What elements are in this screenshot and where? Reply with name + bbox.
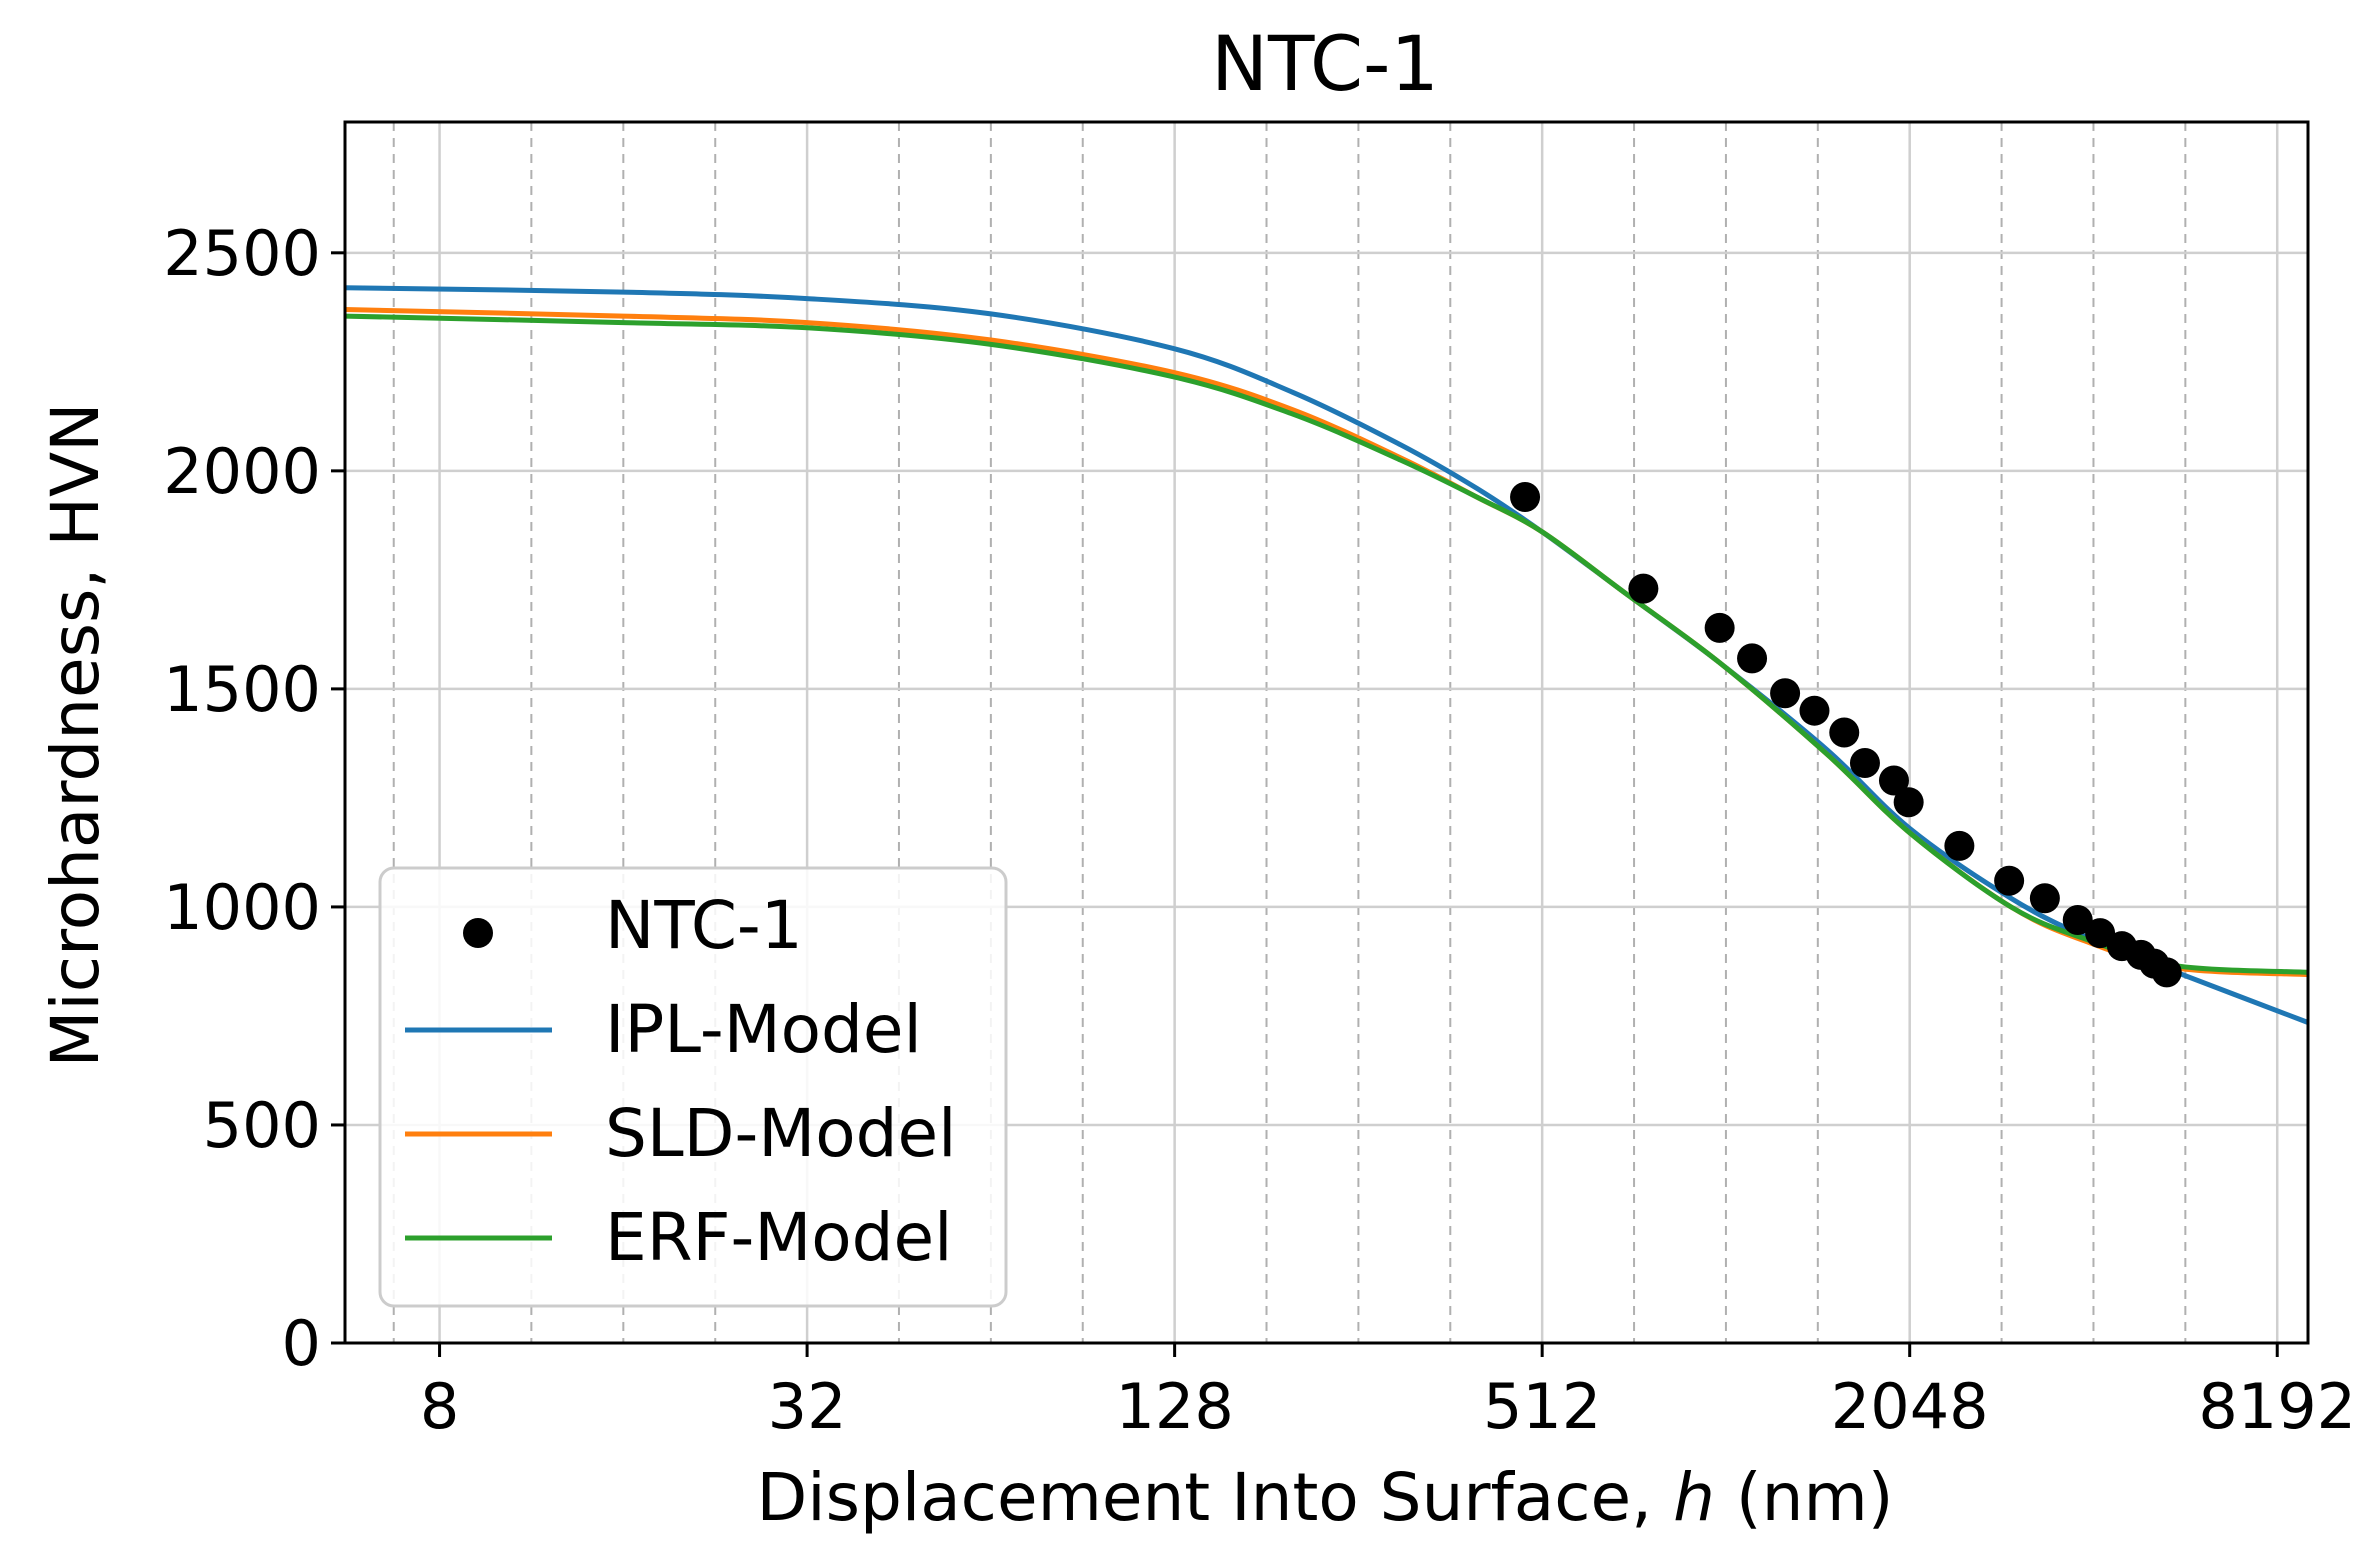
y-axis-title: Microhardness, HVN xyxy=(37,402,114,1067)
data-point xyxy=(1893,787,1924,818)
model-curves xyxy=(344,285,2309,1025)
data-point xyxy=(1849,748,1880,779)
data-point xyxy=(1510,482,1541,513)
plot-frame xyxy=(343,120,2310,1345)
x-tick-label: 2048 xyxy=(1831,1370,1989,1443)
series-line-erf-model xyxy=(344,313,2309,975)
series-line-ipl-model xyxy=(344,285,2309,1025)
x-axis-title-suffix: (nm) xyxy=(1715,1459,1894,1536)
legend-label-sld-model: SLD-Model xyxy=(605,1095,956,1172)
legend-label-ipl-model: IPL-Model xyxy=(605,991,922,1068)
y-tick-label: 0 xyxy=(282,1307,321,1380)
x-axis-title-prefix: Displacement Into Surface, xyxy=(756,1459,1673,1536)
x-tick-label: 8 xyxy=(420,1370,459,1443)
y-tick-label: 1000 xyxy=(163,871,321,944)
data-point xyxy=(2029,883,2060,914)
data-point xyxy=(1799,695,1830,726)
data-point xyxy=(2062,905,2093,936)
data-point xyxy=(2151,957,2182,988)
data-points xyxy=(1510,482,2182,988)
y-tick-label: 2000 xyxy=(163,435,321,508)
legend-box xyxy=(378,866,1008,1308)
data-point xyxy=(1878,765,1909,796)
data-point xyxy=(1994,865,2025,896)
legend-marker-ntc-1 xyxy=(463,918,493,948)
legend-label-ntc-1: NTC-1 xyxy=(605,887,803,964)
data-point xyxy=(1704,612,1735,643)
chart-title: NTC-1 xyxy=(1211,19,1439,108)
x-tick-label: 512 xyxy=(1483,1370,1601,1443)
y-tick-label: 500 xyxy=(203,1089,321,1162)
x-tick-label: 128 xyxy=(1115,1370,1233,1443)
y-tick-label: 1500 xyxy=(163,653,321,726)
data-point xyxy=(1628,573,1659,604)
x-axis-ticks: 8 32 128 512 2048 8192 xyxy=(420,1343,2356,1443)
legend-label-erf-model: ERF-Model xyxy=(605,1199,953,1276)
y-axis-ticks: 0 500 1000 1500 2000 2500 xyxy=(163,217,345,1380)
data-point xyxy=(1944,830,1975,861)
legend: NTC-1 IPL-Model SLD-Model ERF-Model xyxy=(378,866,1008,1308)
data-point xyxy=(1770,678,1801,709)
data-point xyxy=(2085,918,2116,949)
y-tick-label: 2500 xyxy=(163,217,321,290)
x-axis-title: Displacement Into Surface, h (nm) xyxy=(756,1459,1893,1536)
data-point xyxy=(1829,717,1860,748)
minor-gridlines-x xyxy=(392,122,2187,1343)
x-axis-title-var: h xyxy=(1673,1459,1715,1536)
data-point xyxy=(1737,643,1768,674)
x-tick-label: 8192 xyxy=(2198,1370,2356,1443)
x-tick-label: 32 xyxy=(768,1370,847,1443)
